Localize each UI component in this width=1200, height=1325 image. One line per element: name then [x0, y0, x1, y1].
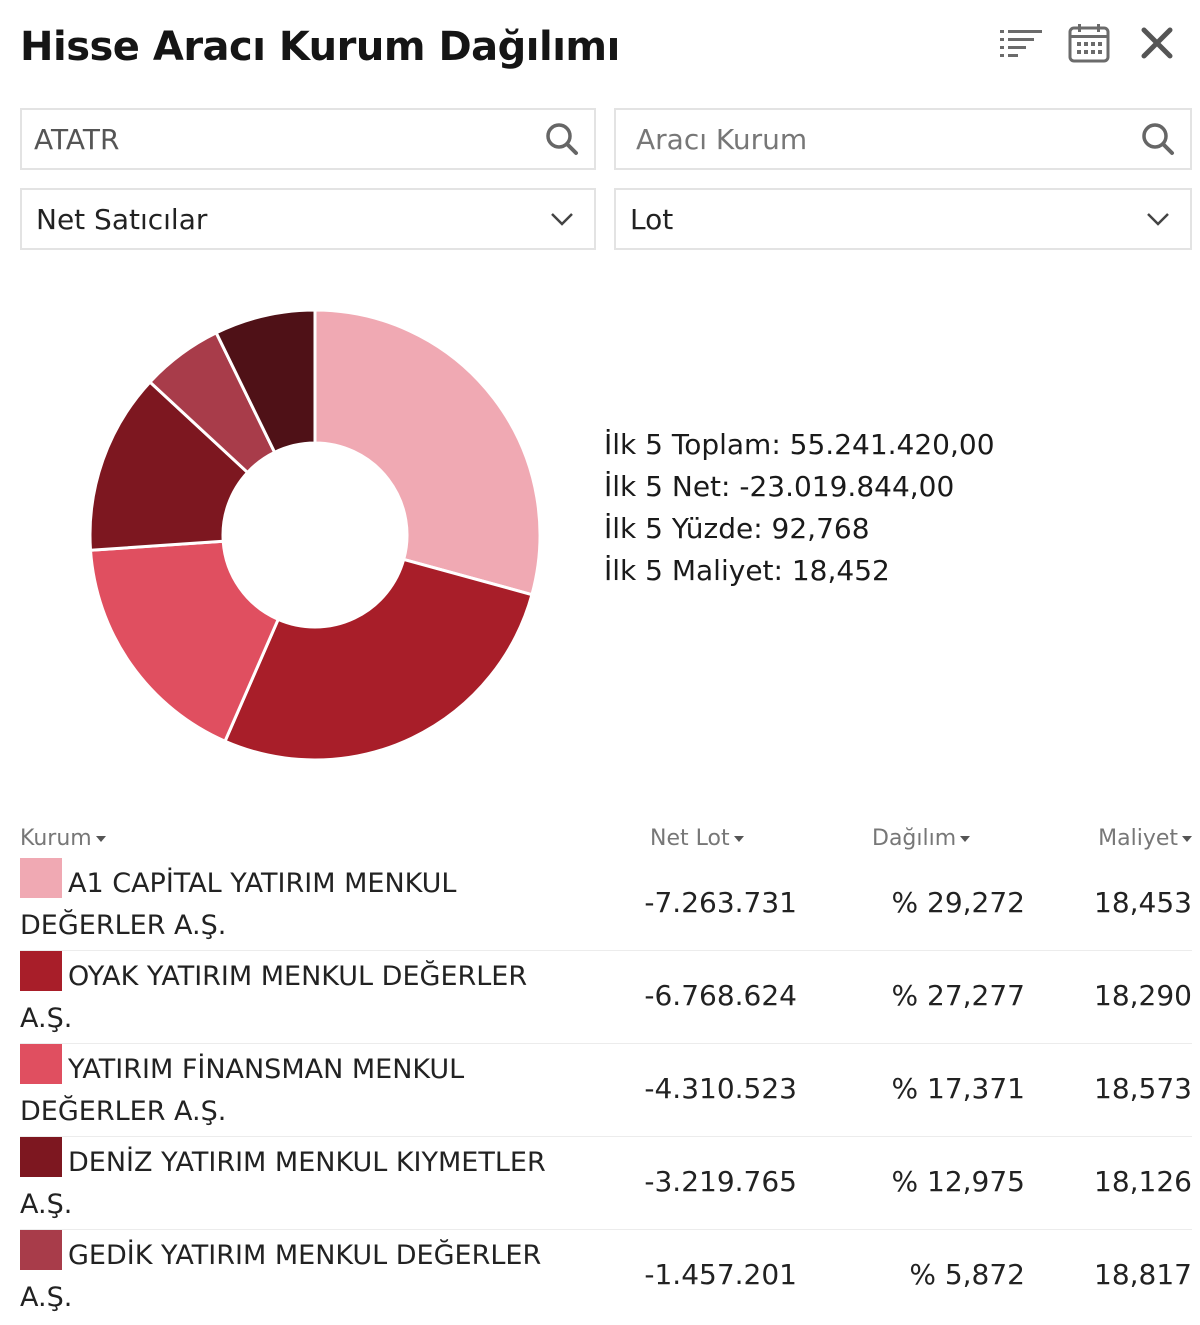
symbol-input[interactable] [22, 110, 540, 168]
broker-name: OYAK YATIRIM MENKUL DEĞERLER A.Ş. [20, 961, 528, 1034]
table-row[interactable]: OYAK YATIRIM MENKUL DEĞERLER A.Ş. -6.768… [20, 951, 1192, 1044]
search-icon[interactable] [540, 117, 584, 161]
table-row[interactable]: GEDİK YATIRIM MENKUL DEĞERLER A.Ş. -1.45… [20, 1230, 1192, 1323]
dagilim-cell: % 12,975 [891, 1165, 1025, 1198]
dagilim-cell: % 27,277 [891, 979, 1025, 1012]
maliyet-cell: 18,126 [1094, 1165, 1192, 1198]
net-lot-cell: -1.457.201 [644, 1258, 797, 1291]
net-lot-cell: -6.768.624 [644, 979, 797, 1012]
side-select[interactable]: Net Satıcılar [20, 188, 596, 250]
net-lot-cell: -4.310.523 [644, 1072, 797, 1105]
broker-table: A1 CAPİTAL YATIRIM MENKUL DEĞERLER A.Ş. … [20, 858, 1192, 1323]
table-row[interactable]: A1 CAPİTAL YATIRIM MENKUL DEĞERLER A.Ş. … [20, 858, 1192, 951]
sort-caret-icon [733, 836, 744, 842]
symbol-search-field[interactable] [20, 108, 596, 170]
summary-percent: İlk 5 Yüzde: 92,768 [604, 512, 870, 545]
header-actions [998, 22, 1180, 64]
donut-slice-6[interactable] [214, 308, 317, 454]
table-header: Kurum Net Lot Dağılım Maliyet [20, 826, 1192, 860]
chevron-down-icon [1136, 197, 1180, 241]
unit-select[interactable]: Lot [614, 188, 1192, 250]
side-select-value: Net Satıcılar [36, 202, 208, 236]
donut-slice-4[interactable] [88, 380, 250, 552]
sort-caret-icon [95, 836, 106, 842]
sort-caret-icon [1182, 836, 1192, 842]
table-row[interactable]: DENİZ YATIRIM MENKUL KIYMETLER A.Ş. -3.2… [20, 1137, 1192, 1230]
column-header-dagilim[interactable]: Dağılım [872, 826, 971, 851]
broker-search-field[interactable] [614, 108, 1192, 170]
close-icon[interactable] [1134, 22, 1180, 64]
legend-swatch [20, 1137, 62, 1177]
dagilim-cell: % 17,371 [891, 1072, 1025, 1105]
sort-list-icon[interactable] [998, 22, 1044, 64]
chevron-down-icon [540, 197, 584, 241]
donut-slice-3[interactable] [89, 539, 280, 743]
broker-donut-chart [88, 308, 542, 762]
legend-swatch [20, 1044, 62, 1084]
legend-swatch [20, 858, 62, 898]
summary-net: İlk 5 Net: -23.019.844,00 [604, 470, 955, 503]
maliyet-cell: 18,290 [1094, 979, 1192, 1012]
donut-slice-2[interactable] [223, 557, 534, 762]
summary-total: İlk 5 Toplam: 55.241.420,00 [604, 428, 995, 461]
calendar-icon[interactable] [1066, 22, 1112, 64]
summary-cost: İlk 5 Maliyet: 18,452 [604, 554, 890, 587]
column-header-maliyet[interactable]: Maliyet [1098, 826, 1192, 851]
maliyet-cell: 18,817 [1094, 1258, 1192, 1291]
broker-name: DENİZ YATIRIM MENKUL KIYMETLER A.Ş. [20, 1147, 546, 1220]
legend-swatch [20, 1230, 62, 1270]
unit-select-value: Lot [630, 202, 674, 236]
broker-name: YATIRIM FİNANSMAN MENKUL DEĞERLER A.Ş. [20, 1054, 465, 1127]
top5-summary: İlk 5 Toplam: 55.241.420,00 İlk 5 Net: -… [604, 424, 995, 592]
column-header-kurum[interactable]: Kurum [20, 826, 106, 851]
maliyet-cell: 18,573 [1094, 1072, 1192, 1105]
page-title: Hisse Aracı Kurum Dağılımı [20, 24, 620, 70]
sort-caret-icon [960, 836, 971, 842]
net-lot-cell: -3.219.765 [644, 1165, 797, 1198]
legend-swatch [20, 951, 62, 991]
broker-name: GEDİK YATIRIM MENKUL DEĞERLER A.Ş. [20, 1240, 542, 1313]
broker-name: A1 CAPİTAL YATIRIM MENKUL DEĞERLER A.Ş. [20, 868, 457, 941]
dagilim-cell: % 5,872 [909, 1258, 1025, 1291]
net-lot-cell: -7.263.731 [644, 886, 797, 919]
column-header-net-lot[interactable]: Net Lot [650, 826, 744, 851]
table-row[interactable]: YATIRIM FİNANSMAN MENKUL DEĞERLER A.Ş. -… [20, 1044, 1192, 1137]
dagilim-cell: % 29,272 [891, 886, 1025, 919]
donut-slice-1[interactable] [313, 308, 542, 597]
maliyet-cell: 18,453 [1094, 886, 1192, 919]
broker-input[interactable] [616, 110, 1136, 168]
search-icon[interactable] [1136, 117, 1180, 161]
